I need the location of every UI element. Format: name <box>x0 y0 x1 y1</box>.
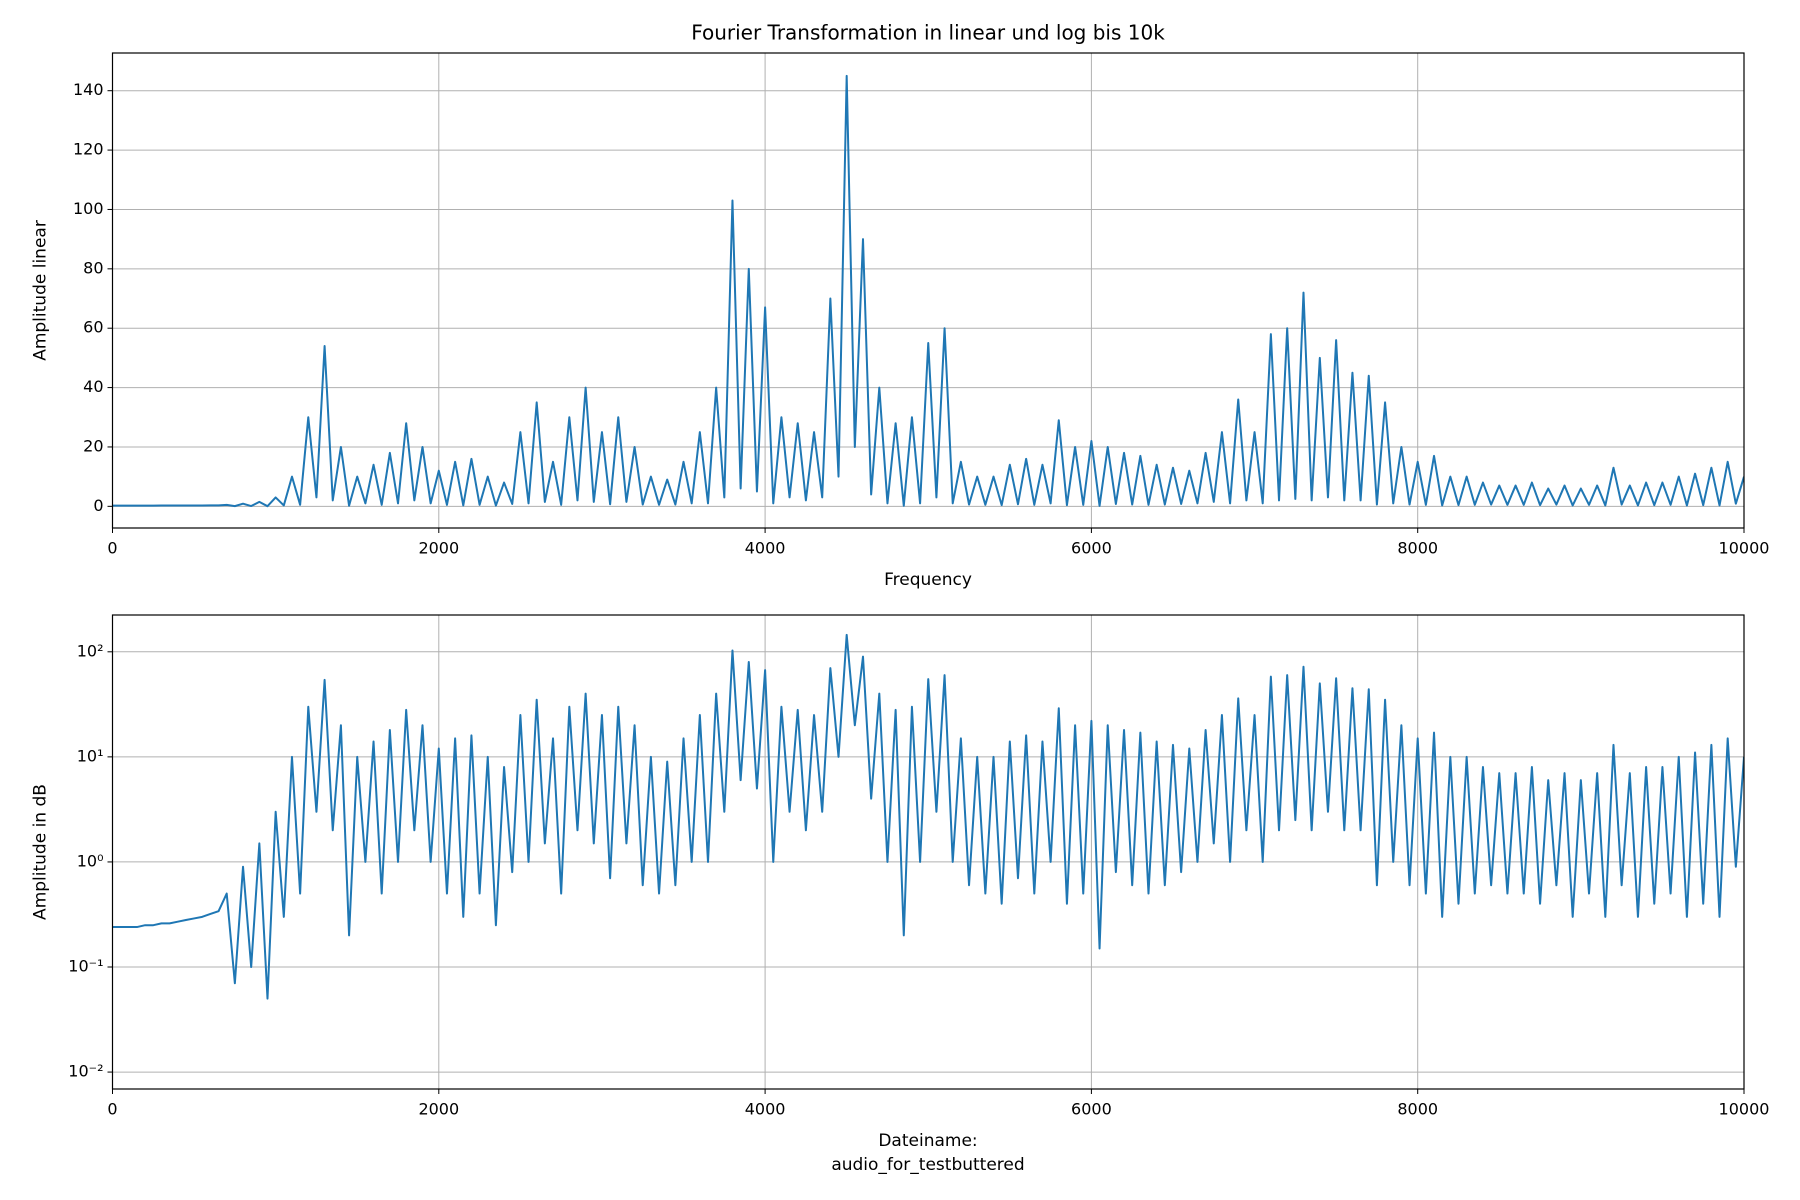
x-tick-label: 8000 <box>1397 1100 1438 1119</box>
x-tick-label: 0 <box>107 539 117 558</box>
x-tick-label: 10000 <box>1719 539 1770 558</box>
spectrum-line <box>112 633 1744 1000</box>
x-axis-label: Frequency <box>884 570 972 590</box>
y-tick-label: 60 <box>83 318 103 337</box>
x-tick-label: 0 <box>107 1100 117 1119</box>
y-tick-label: 80 <box>83 258 103 277</box>
x-axis-label: Dateiname: audio_for_testbuttered <box>831 1131 1025 1175</box>
y-tick-label: 10⁰ <box>77 851 104 870</box>
y-tick-label: 10² <box>77 641 104 660</box>
y-axis-label: Amplitude in dB <box>31 784 51 920</box>
x-tick-label: 6000 <box>1071 1100 1112 1119</box>
x-tick-label: 4000 <box>745 539 786 558</box>
x-tick-label: 2000 <box>418 1100 459 1119</box>
y-tick-label: 0 <box>93 496 103 515</box>
spectrum-line <box>112 74 1744 508</box>
x-tick-label: 10000 <box>1719 1100 1770 1119</box>
y-tick-label: 100 <box>73 199 104 218</box>
y-tick-label: 10⁻¹ <box>68 957 103 976</box>
y-tick-label: 40 <box>83 377 103 396</box>
plot-frame <box>111 614 1745 1090</box>
y-tick-label: 10¹ <box>77 746 104 765</box>
x-tick-label: 2000 <box>418 539 459 558</box>
y-tick-label: 140 <box>73 80 104 99</box>
y-tick-label: 10⁻² <box>68 1062 103 1081</box>
y-tick-label: 20 <box>83 436 103 455</box>
chart-title: Fourier Transformation in linear und log… <box>691 21 1165 45</box>
y-axis-label: Amplitude linear <box>31 220 51 361</box>
x-tick-label: 8000 <box>1397 539 1438 558</box>
plot-frame <box>111 52 1745 529</box>
x-tick-label: 6000 <box>1071 539 1112 558</box>
y-tick-label: 120 <box>73 140 104 159</box>
x-tick-label: 4000 <box>745 1100 786 1119</box>
